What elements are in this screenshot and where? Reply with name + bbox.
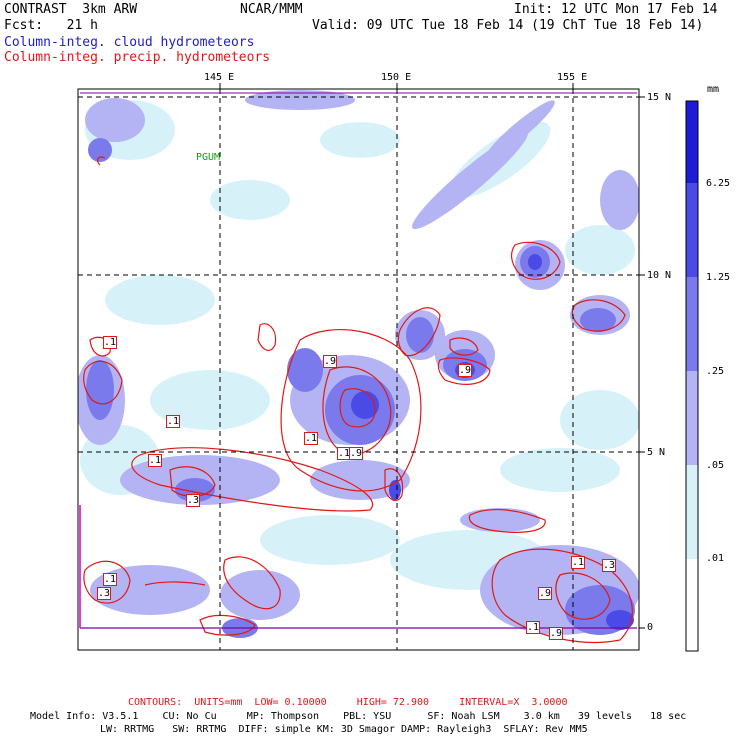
colorbar-segment-3 [686, 277, 698, 371]
forecast-hour: Fcst: 21 h [4, 18, 98, 33]
lat-label-10n: 10 N [647, 270, 672, 281]
colorbar-label-0-25: .25 [706, 366, 725, 377]
colorbar-label-0-01: .01 [706, 553, 725, 564]
contour-label: .3 [186, 494, 201, 507]
cloud-field [78, 90, 639, 643]
source-label: NCAR/MMM [240, 2, 303, 17]
valid-time: Valid: 09 UTC Tue 18 Feb 14 (19 ChT Tue … [312, 18, 704, 33]
colorbar-label-0-05: .05 [706, 460, 725, 471]
colorbar-segment-1 [686, 101, 698, 183]
colorbar-segment-2 [686, 183, 698, 277]
colorbar-frame [685, 100, 699, 652]
model-info-line2: LW: RRTMG SW: RRTMG DIFF: simple KM: 3D … [100, 724, 588, 735]
contour-label: .1 [103, 336, 118, 349]
lat-lon-grid [78, 89, 639, 650]
domain-boundary [79, 92, 637, 629]
contour-label: .1 [148, 454, 163, 467]
contour-label: .1 [571, 556, 586, 569]
lat-label-5n: 5 N [647, 447, 666, 458]
precip-contours [83, 156, 633, 643]
colorbar-segment-4 [686, 371, 698, 465]
contour-label: .3 [602, 559, 617, 572]
contour-label: .1 [103, 573, 118, 586]
colorbar-unit: mm [707, 84, 720, 95]
station-label: PGUM [196, 152, 221, 163]
lat-label-0: 0 [647, 622, 654, 633]
contour-label: .9 [538, 587, 553, 600]
axis-ticks [219, 83, 645, 629]
init-time: Init: 12 UTC Mon 17 Feb 14 [514, 2, 718, 17]
contour-label: .3 [97, 587, 112, 600]
contour-label: .9 [549, 627, 564, 640]
colorbar-segment-5 [686, 465, 698, 559]
contour-label: .1 [166, 415, 181, 428]
colorbar-label-1-25: 1.25 [706, 272, 731, 283]
lon-label-155: 155 E [557, 72, 588, 83]
lon-label-145: 145 E [204, 72, 235, 83]
field-cloud-label: Column-integ. cloud hydrometeors [4, 35, 255, 50]
contour-info: CONTOURS: UNITS=mm LOW= 0.10000 HIGH= 72… [128, 697, 568, 708]
lat-label-15n: 15 N [647, 92, 672, 103]
model-title: CONTRAST 3km ARW [4, 2, 138, 17]
contour-label: .9 [349, 447, 364, 460]
map-frame [77, 88, 640, 651]
contour-label: .1 [526, 621, 541, 634]
contour-label: .9 [323, 355, 338, 368]
lon-label-150: 150 E [381, 72, 412, 83]
colorbar-segment-6 [686, 559, 698, 651]
contour-label: .1 [304, 432, 319, 445]
colorbar [685, 100, 699, 652]
contour-label: .9 [458, 364, 473, 377]
field-precip-label: Column-integ. precip. hydrometeors [4, 50, 271, 65]
model-info-line1: Model Info: V3.5.1 CU: No Cu MP: Thompso… [30, 711, 687, 722]
colorbar-label-6-25: 6.25 [706, 178, 731, 189]
